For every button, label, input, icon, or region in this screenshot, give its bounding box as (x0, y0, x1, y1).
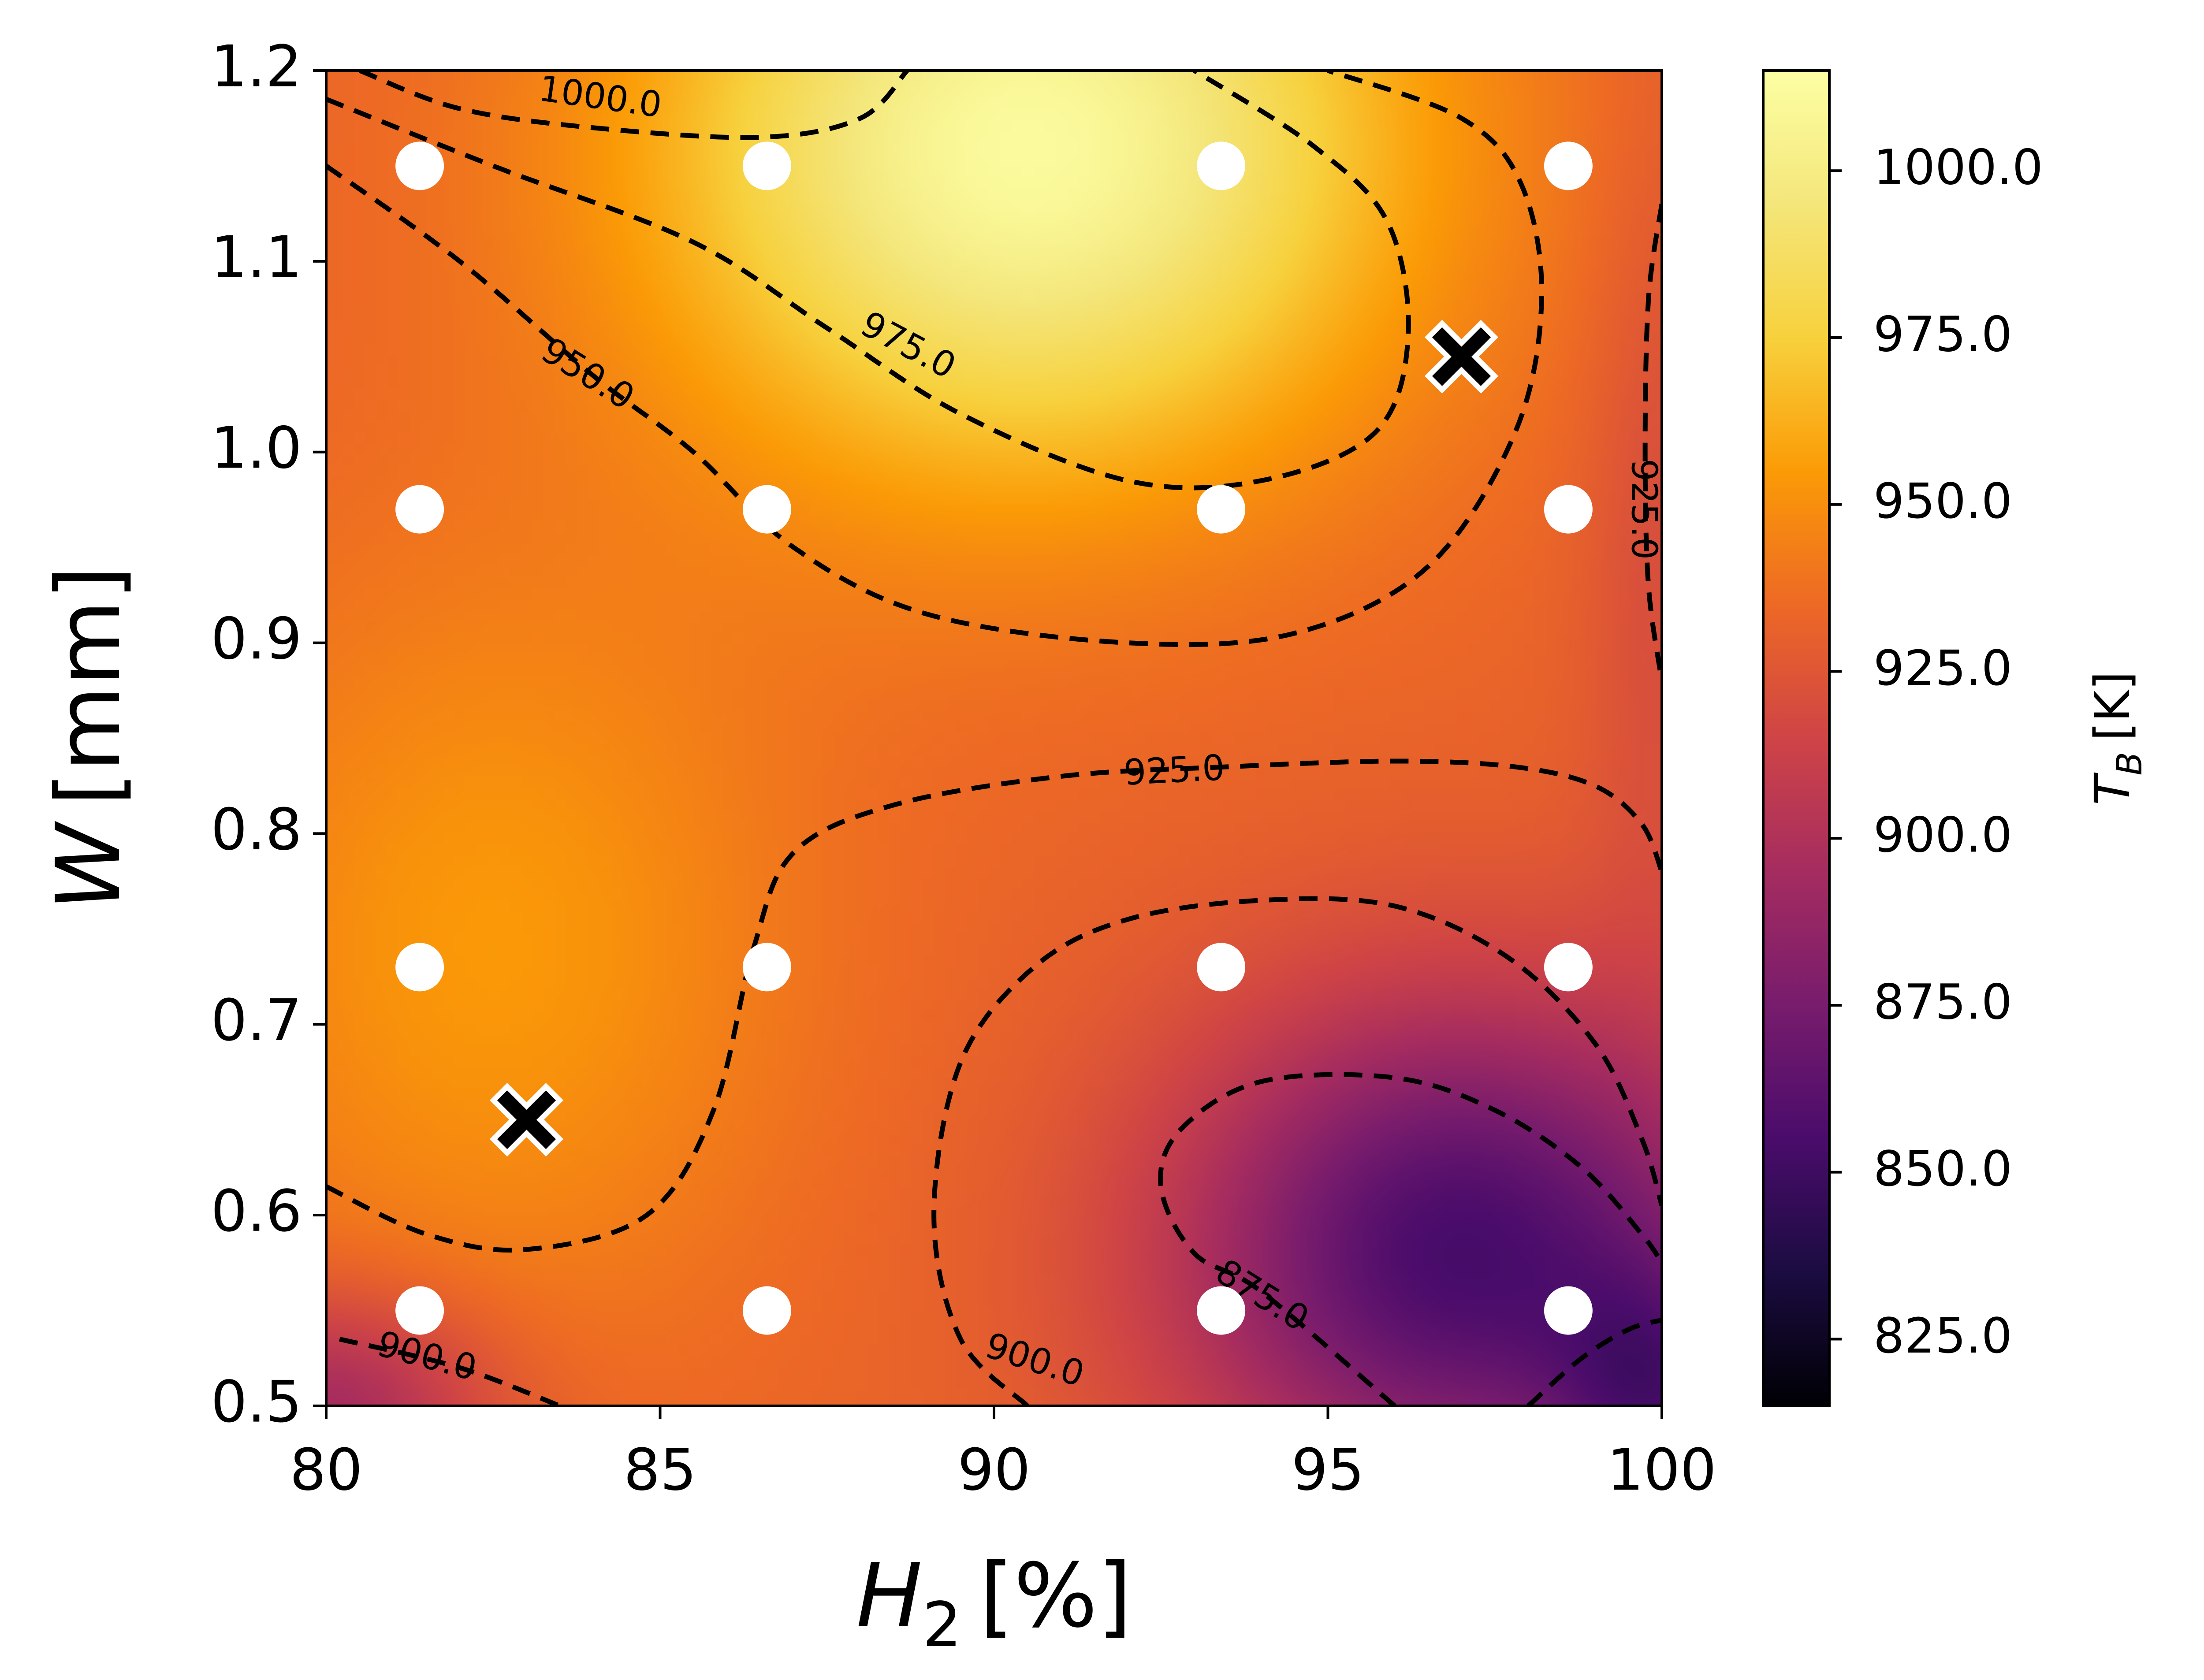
contour-label: 925.0 (1123, 747, 1226, 793)
contour-line-925.0 (326, 758, 1662, 1253)
x-tick-label: 85 (624, 1436, 696, 1503)
sample-point (742, 1286, 791, 1335)
y-axis: 0.5 0.6 0.7 0.8 0.9 1.0 1.1 1.2 (211, 33, 326, 1435)
x-tick-label: 95 (1292, 1436, 1364, 1503)
colorbar: 825.0 850.0 875.0 900.0 925.0 950.0 975.0 1000.… (1762, 69, 2150, 1407)
y-tick-label: 1.0 (211, 414, 302, 481)
sample-point (395, 141, 444, 190)
sample-point (1544, 141, 1593, 190)
sample-point (1544, 943, 1593, 992)
colorbar-tick-label: 975.0 (1873, 306, 2012, 362)
sample-point (1197, 1286, 1246, 1335)
x-tick-label: 90 (957, 1436, 1030, 1503)
contour-line-900.0 (339, 1337, 561, 1406)
x-marker (489, 1083, 564, 1157)
colorbar-ticks: 825.0 850.0 875.0 900.0 925.0 950.0 975.0 1000.… (1829, 139, 2043, 1364)
x-axis-title: H2 [%] (856, 1545, 1132, 1661)
x-axis-title-sub: 2 (923, 1589, 962, 1661)
contour-line-975.0 (326, 71, 1411, 491)
y-tick-label: 0.8 (211, 796, 302, 863)
contour-lines (326, 71, 1662, 1406)
x-axis-title-unit: [%] (979, 1545, 1132, 1647)
contour-line-950.0 (326, 71, 1545, 647)
sample-point (742, 485, 791, 534)
contour-line-875.0 (1158, 1072, 1662, 1406)
sample-point (1544, 485, 1593, 534)
sample-point (1197, 485, 1246, 534)
heatmap-image (326, 71, 1662, 1406)
y-axis-title-base: W (37, 821, 140, 911)
x-axis-title-base: H (856, 1545, 922, 1647)
contour-line-850.0 (1526, 1317, 1662, 1406)
colorbar-tick-label: 1000.0 (1873, 139, 2043, 196)
y-tick-label: 1.1 (211, 223, 302, 290)
heatmap-field (326, 71, 1662, 1406)
x-tick-label: 100 (1607, 1436, 1716, 1503)
x-tick-label: 80 (290, 1436, 362, 1503)
sample-point (395, 1286, 444, 1335)
y-tick-label: 1.2 (211, 33, 302, 100)
sample-points (395, 141, 1593, 1335)
y-tick-label: 0.6 (211, 1178, 302, 1245)
y-axis-title: W [mm] (37, 565, 140, 911)
y-tick-label: 0.7 (211, 987, 302, 1054)
y-tick-label: 0.5 (211, 1368, 302, 1435)
contour-label: 925.0 (1624, 459, 1665, 560)
colorbar-title-sub: B (2110, 752, 2150, 776)
x-marker (1424, 320, 1499, 394)
sample-point (1544, 1286, 1593, 1335)
colorbar-tick-label: 950.0 (1873, 473, 2012, 529)
contour-line-925.0 (1642, 204, 1662, 681)
sample-point (1197, 141, 1246, 190)
colorbar-tick-label: 875.0 (1873, 974, 2012, 1030)
colorbar-tick-label: 925.0 (1873, 640, 2012, 696)
sample-point (395, 485, 444, 534)
contour-line-900.0 (931, 896, 1662, 1406)
x-axis: 80 85 90 95 100 (290, 1406, 1716, 1503)
colorbar-gradient (1762, 69, 1831, 1407)
optimum-markers (489, 320, 1499, 1157)
sample-point (742, 943, 791, 992)
contour-line-1000.0 (358, 71, 909, 140)
colorbar-title-unit: [K] (2084, 671, 2141, 741)
colorbar-tick-label: 900.0 (1873, 807, 2012, 863)
colorbar-tick-label: 850.0 (1873, 1141, 2012, 1197)
colorbar-title: TB [K] (2084, 671, 2150, 805)
sample-point (1197, 943, 1246, 992)
colorbar-tick-label: 825.0 (1873, 1308, 2012, 1364)
colorbar-title-base: T (2084, 772, 2141, 805)
sample-point (395, 943, 444, 992)
sample-point (742, 141, 791, 190)
y-tick-label: 0.9 (211, 605, 302, 672)
y-axis-title-unit: [mm] (37, 565, 140, 806)
